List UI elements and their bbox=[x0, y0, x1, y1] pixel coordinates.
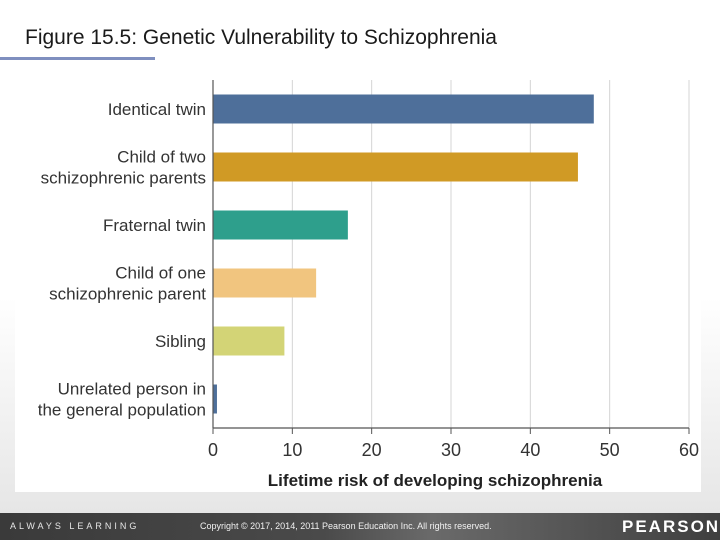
category-label: Child of two bbox=[117, 148, 206, 167]
x-tick-label: 0 bbox=[208, 440, 218, 460]
category-label: the general population bbox=[38, 401, 206, 420]
x-tick-label: 20 bbox=[362, 440, 382, 460]
title-underline bbox=[0, 57, 155, 60]
bar bbox=[213, 384, 217, 414]
bar bbox=[213, 268, 317, 298]
publisher-logo: PEARSON bbox=[622, 517, 720, 536]
x-tick-label: 30 bbox=[441, 440, 461, 460]
category-label: schizophrenic parents bbox=[41, 169, 206, 188]
category-label: Child of one bbox=[115, 264, 206, 283]
footer-tagline: ALWAYS LEARNING bbox=[10, 521, 140, 531]
x-tick-label: 40 bbox=[520, 440, 540, 460]
category-label: schizophrenic parent bbox=[49, 285, 206, 304]
bar bbox=[213, 94, 594, 124]
category-label: Sibling bbox=[155, 332, 206, 351]
category-label: Identical twin bbox=[108, 100, 206, 119]
footer-bar: ALWAYS LEARNING Copyright © 2017, 2014, … bbox=[0, 513, 720, 540]
chart-panel: Identical twin Child of two schizophrenic … bbox=[15, 78, 701, 492]
bar bbox=[213, 152, 578, 182]
bar bbox=[213, 210, 348, 240]
slide-title: Figure 15.5: Genetic Vulnerability to Sc… bbox=[25, 26, 497, 49]
category-label: Unrelated person in bbox=[58, 380, 206, 399]
x-tick-label: 50 bbox=[600, 440, 620, 460]
x-tick-label: 10 bbox=[282, 440, 302, 460]
category-label: Fraternal twin bbox=[103, 216, 206, 235]
footer-copyright: Copyright © 2017, 2014, 2011 Pearson Edu… bbox=[200, 521, 492, 531]
bar bbox=[213, 326, 285, 356]
x-axis-title: Lifetime risk of developing schizophreni… bbox=[268, 471, 603, 490]
x-tick-label: 60 bbox=[679, 440, 699, 460]
bar-chart: Identical twin Child of two schizophrenic … bbox=[38, 80, 699, 490]
